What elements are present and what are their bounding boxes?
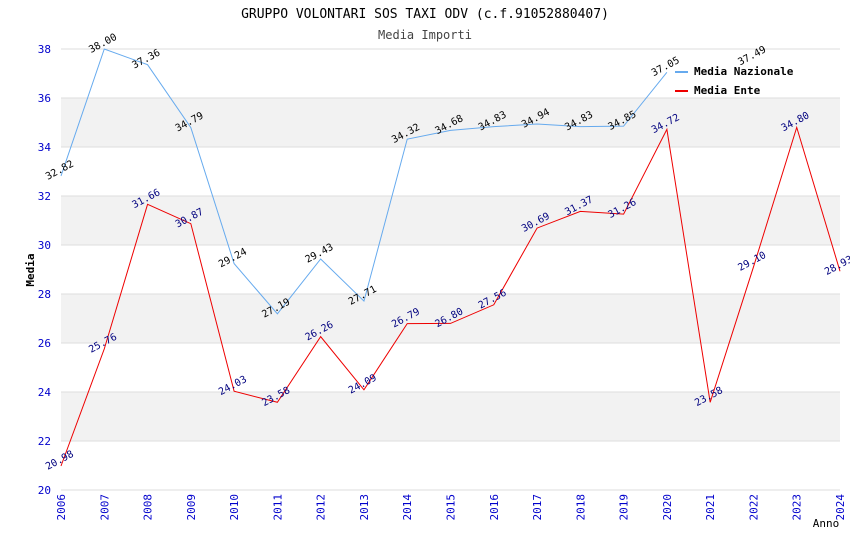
x-tick-label: 2016 xyxy=(488,494,501,521)
y-tick-label: 22 xyxy=(38,435,51,448)
grid-band xyxy=(61,98,840,147)
y-tick-label: 26 xyxy=(38,337,51,350)
x-tick-label: 2011 xyxy=(271,494,284,521)
y-tick-label: 20 xyxy=(38,484,51,497)
grid-bands xyxy=(61,98,840,441)
y-tick-label: 36 xyxy=(38,92,51,105)
series-lines xyxy=(60,48,841,467)
y-tick-label: 30 xyxy=(38,239,51,252)
x-tick-label: 2015 xyxy=(445,494,458,521)
chart-title: GRUPPO VOLONTARI SOS TAXI ODV (c.f.91052… xyxy=(241,7,609,22)
grid-band xyxy=(61,196,840,245)
x-tick-label: 2023 xyxy=(791,494,804,521)
y-tick-label: 34 xyxy=(38,141,52,154)
data-label: 37.36 xyxy=(131,48,163,72)
x-tick-label: 2014 xyxy=(401,494,414,521)
x-tick-label: 2024 xyxy=(834,494,847,521)
y-tick-label: 24 xyxy=(38,386,52,399)
grid-band xyxy=(61,294,840,343)
x-tick-label: 2019 xyxy=(618,494,631,521)
y-tick-label: 32 xyxy=(38,190,51,203)
series-line-media-ente xyxy=(60,125,841,467)
x-tick-label: 2021 xyxy=(704,494,717,521)
x-axis-label: Anno xyxy=(813,517,840,530)
x-tick-label: 2007 xyxy=(98,494,111,521)
x-tick-label: 2006 xyxy=(55,494,68,521)
legend-label-media-nazionale: Media Nazionale xyxy=(694,65,794,78)
x-tick-label: 2018 xyxy=(574,494,587,521)
x-tick-labels: 2006 2007 2008 2009 2010 2011 2012 2013 2014 2015… xyxy=(55,494,847,521)
y-tick-label: 28 xyxy=(38,288,51,301)
y-axis-label: Media xyxy=(24,253,37,286)
x-tick-label: 2020 xyxy=(661,494,674,521)
x-tick-label: 2017 xyxy=(531,494,544,521)
series-line-media-nazionale xyxy=(60,48,668,315)
x-tick-label: 2013 xyxy=(358,494,371,521)
data-label: 32.82 xyxy=(44,159,76,183)
x-tick-label: 2010 xyxy=(228,494,241,521)
chart-subtitle: Media Importi xyxy=(378,28,472,42)
data-label: 29.24 xyxy=(217,246,249,270)
data-label: 28.93 xyxy=(823,254,850,278)
y-tick-labels: 20 22 24 26 28 30 32 34 36 38 xyxy=(38,43,52,497)
legend-label-media-ente: Media Ente xyxy=(694,84,761,97)
x-tick-label: 2012 xyxy=(315,494,328,521)
data-label: 20.98 xyxy=(44,449,76,473)
x-tick-label: 2008 xyxy=(142,494,155,521)
legend: Media Nazionale Media Ente xyxy=(675,65,794,97)
grid-band xyxy=(61,392,840,441)
x-tick-label: 2009 xyxy=(185,494,198,521)
data-label: 37.05 xyxy=(650,55,682,79)
x-tick-label: 2022 xyxy=(747,494,760,521)
grid-lines xyxy=(61,48,840,491)
y-tick-label: 38 xyxy=(38,43,51,56)
